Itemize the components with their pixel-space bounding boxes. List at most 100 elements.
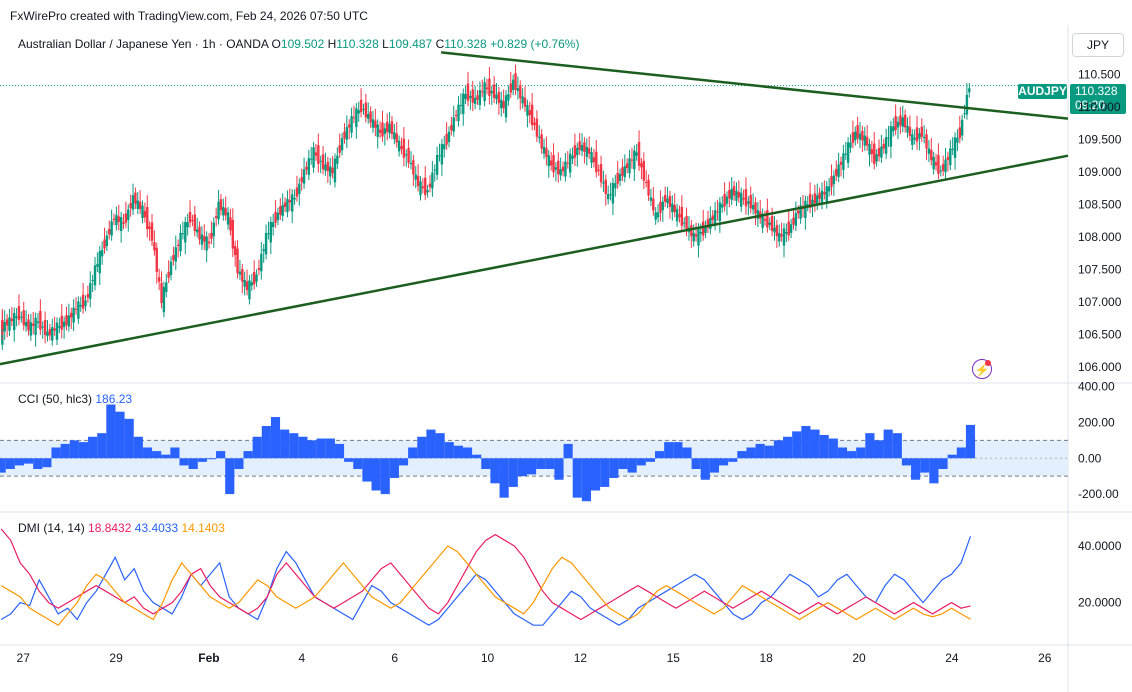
interval-label[interactable]: 1h (202, 37, 216, 51)
candle-body (635, 152, 638, 156)
candle-body (713, 210, 717, 226)
candle-body (269, 221, 273, 243)
candle-body (576, 147, 579, 156)
candle-body (488, 78, 491, 96)
candle-body (79, 305, 82, 307)
candle-body (459, 105, 463, 107)
flash-icon[interactable]: ⚡ (972, 359, 992, 379)
candle-body (336, 155, 339, 164)
candle-body (5, 319, 9, 326)
candle-body (963, 113, 966, 115)
candle-body (214, 216, 218, 219)
candle-body (602, 182, 605, 184)
candle-body (55, 322, 59, 340)
cci-bar (627, 458, 637, 473)
candle-body (65, 315, 68, 326)
cci-bar (956, 447, 966, 459)
cci-bar (700, 458, 710, 480)
symbol-name[interactable]: Australian Dollar / Japanese Yen (18, 37, 192, 51)
candle-body (899, 115, 902, 126)
candle-body (421, 186, 425, 189)
candle-body (117, 216, 120, 222)
candle-body (281, 205, 284, 217)
dmi-tick-label: 20.0000 (1078, 596, 1122, 610)
time-tick-label: 29 (109, 651, 123, 665)
candle-body (913, 137, 916, 140)
candle-body (858, 133, 862, 140)
currency-button[interactable]: JPY (1072, 33, 1124, 57)
candle-body (873, 143, 876, 165)
candle-body (205, 236, 208, 251)
candle-body (143, 210, 147, 218)
cci-bar (865, 433, 875, 459)
candle-body (827, 186, 831, 192)
candle-body (416, 175, 420, 187)
candle-body (937, 155, 940, 174)
candle-body (310, 158, 313, 160)
candle-body (542, 146, 546, 154)
cci-bar (51, 447, 61, 459)
candle-body (355, 108, 358, 128)
candle-body (136, 200, 139, 209)
candle-body (96, 264, 99, 267)
cci-bar (252, 436, 262, 459)
candle-body (616, 172, 619, 184)
price-tick-label: 107.500 (1078, 262, 1122, 276)
candle-body (312, 147, 315, 168)
candle-body (381, 122, 384, 137)
candle-body (103, 239, 106, 249)
trendline (0, 154, 1069, 366)
candle-body (870, 149, 874, 155)
candle-body (960, 119, 964, 136)
candle-body (476, 95, 479, 100)
cci-bar (883, 429, 893, 459)
candle-body (920, 126, 923, 137)
candle-body (317, 145, 320, 165)
candle-body (34, 317, 37, 335)
cci-legend[interactable]: CCI (50, hlc3) 186.23 (18, 392, 133, 406)
candle-body (1, 319, 4, 331)
candle-body (521, 96, 524, 104)
candle-body (39, 310, 42, 330)
candle-body (452, 117, 455, 132)
candle-body (210, 232, 213, 239)
cci-bar (179, 458, 189, 466)
cci-bar (362, 458, 372, 482)
cci-bar (554, 458, 564, 480)
candle-body (894, 116, 897, 131)
candle-body (623, 166, 627, 178)
candle-body (193, 214, 196, 232)
candle-body (350, 116, 353, 133)
candle-body (481, 91, 484, 93)
cci-bar (289, 433, 299, 459)
candle-body (53, 328, 56, 331)
cci-bar (526, 458, 537, 475)
candle-body (290, 194, 294, 212)
candle-body (162, 286, 166, 313)
attribution-text: FxWirePro created with TradingView.com, … (10, 9, 368, 23)
cci-tick-label: 200.00 (1078, 415, 1115, 429)
candle-body (369, 111, 372, 123)
candle-body (944, 159, 947, 173)
dmi-legend[interactable]: DMI (14, 14) 18.8432 43.4033 14.1403 (18, 521, 225, 535)
candle-body (324, 164, 327, 171)
candle-body (666, 198, 669, 204)
candle-body (507, 93, 510, 101)
candle-body (428, 183, 432, 188)
candle-body (775, 225, 779, 237)
cci-bar (97, 433, 107, 459)
candle-body (15, 316, 18, 319)
candle-body (647, 179, 650, 196)
candle-body (865, 136, 869, 146)
candle-body (799, 205, 802, 219)
candle-body (27, 319, 30, 331)
candle-body (816, 195, 819, 205)
candle-body (930, 149, 933, 161)
candle-body (877, 147, 881, 157)
candle-body (386, 121, 389, 132)
candle-body (188, 211, 192, 223)
candle-body (678, 214, 681, 218)
cci-bar (572, 458, 582, 498)
notification-dot (985, 360, 991, 366)
